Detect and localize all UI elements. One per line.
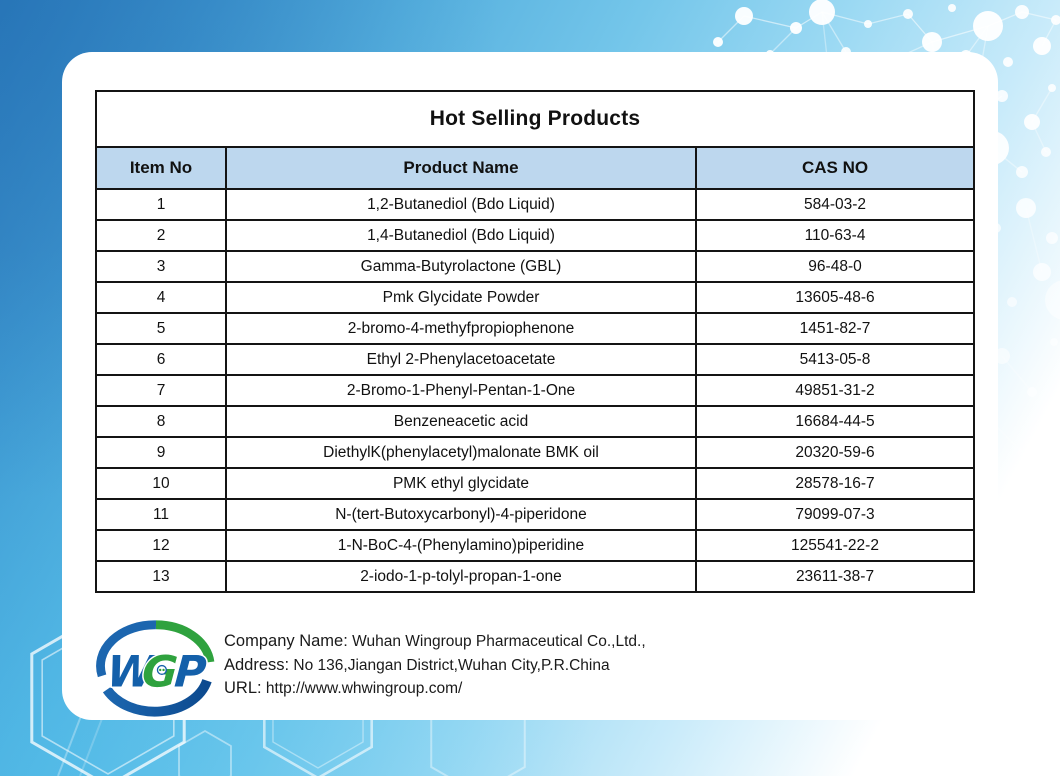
logo-letter-w: W <box>105 648 158 698</box>
logo-bottom-arc <box>102 678 212 717</box>
row-product-name: Gamma-Butyrolactone (GBL) <box>225 250 697 283</box>
row-cas-no: 23611-38-7 <box>694 560 976 593</box>
row-item-no: 3 <box>95 250 227 283</box>
company-name-value: Wuhan Wingroup Pharmaceutical Co.,Ltd., <box>347 633 646 650</box>
row-item-no: 2 <box>95 219 227 252</box>
row-product-name: DiethylK(phenylacetyl)malonate BMK oil <box>225 436 697 469</box>
row-item-no: 6 <box>95 343 227 376</box>
row-product-name: PMK ethyl glycidate <box>225 467 697 500</box>
row-cas-no: 5413-05-8 <box>694 343 976 376</box>
row-product-name: 2-iodo-1-p-tolyl-propan-1-one <box>225 560 697 593</box>
row-item-no: 7 <box>95 374 227 407</box>
company-name-label: Company Name: <box>224 632 348 650</box>
row-cas-no: 16684-44-5 <box>694 405 976 438</box>
row-item-no: 13 <box>95 560 227 593</box>
table-row: 3 Gamma-Butyrolactone (GBL) 96-48-0 <box>95 250 976 283</box>
row-product-name: 2-Bromo-1-Phenyl-Pentan-1-One <box>225 374 697 407</box>
row-cas-no: 28578-16-7 <box>694 467 976 500</box>
table-row: 9 DiethylK(phenylacetyl)malonate BMK oil 2… <box>95 436 976 469</box>
table-row: 10 PMK ethyl glycidate 28578-16-7 <box>95 467 976 500</box>
table-row: 12 1-N-BoC-4-(Phenylamino)piperidine 12554… <box>95 529 976 562</box>
row-item-no: 10 <box>95 467 227 500</box>
table-row: 13 2-iodo-1-p-tolyl-propan-1-one 23611-38-… <box>95 560 976 593</box>
column-header-product-name: Product Name <box>225 146 697 190</box>
row-product-name: 1,4-Butanediol (Bdo Liquid) <box>225 219 697 252</box>
row-cas-no: 49851-31-2 <box>694 374 976 407</box>
row-cas-no: 1451-82-7 <box>694 312 976 345</box>
table-row: 5 2-bromo-4-methyfpropiophenone 1451-82-7 <box>95 312 976 345</box>
url-label: URL: <box>224 679 262 697</box>
row-cas-no: 13605-48-6 <box>694 281 976 314</box>
table-title: Hot Selling Products <box>94 90 976 148</box>
row-cas-no: 125541-22-2 <box>694 529 976 562</box>
row-item-no: 4 <box>95 281 227 314</box>
url-line: URL: http://www.whwingroup.com/ <box>224 677 784 701</box>
row-product-name: N-(tert-Butoxycarbonyl)-4-piperidone <box>225 498 697 531</box>
row-cas-no: 584-03-2 <box>694 188 976 221</box>
address-value: No 136,Jiangan District,Wuhan City,P.R.C… <box>289 656 610 674</box>
logo-top-right-arc <box>155 620 215 663</box>
row-item-no: 9 <box>95 436 227 469</box>
logo-top-left-arc <box>96 620 157 678</box>
row-product-name: Benzeneacetic acid <box>225 405 697 438</box>
products-table: Hot Selling Products Item No Product Nam… <box>94 90 976 593</box>
table-row: 11 N-(tert-Butoxycarbonyl)-4-piperidone 79… <box>95 498 976 531</box>
row-item-no: 12 <box>95 529 227 562</box>
column-header-item-no: Item No <box>95 146 227 190</box>
footer: W G P Company Name: Wuhan Wingroup Pharm… <box>95 616 795 720</box>
row-item-no: 11 <box>95 498 227 531</box>
table-row: 7 2-Bromo-1-Phenyl-Pentan-1-One 49851-31-2 <box>95 374 976 407</box>
table-row: 6 Ethyl 2-Phenylacetoacetate 5413-05-8 <box>95 343 976 376</box>
url-value[interactable]: http://www.whwingroup.com/ <box>261 680 463 697</box>
logo-molecule-subdot-icon <box>159 668 162 672</box>
logo-letter-p: P <box>173 648 208 698</box>
row-cas-no: 110-63-4 <box>694 219 976 252</box>
address-line: Address: No 136,Jiangan District,Wuhan C… <box>224 654 784 678</box>
address-label: Address: <box>224 655 290 674</box>
table-row: 4 Pmk Glycidate Powder 13605-48-6 <box>95 281 976 314</box>
table-title-row: Hot Selling Products <box>94 90 976 148</box>
table-row: 2 1,4-Butanediol (Bdo Liquid) 110-63-4 <box>95 219 976 252</box>
row-item-no: 1 <box>95 188 227 221</box>
table-row: 1 1,2-Butanediol (Bdo Liquid) 584-03-2 <box>95 188 976 221</box>
row-cas-no: 79099-07-3 <box>694 498 976 531</box>
row-product-name: Pmk Glycidate Powder <box>225 281 697 314</box>
table-header-row: Item No Product Name CAS NO <box>95 146 976 190</box>
table-row: 8 Benzeneacetic acid 16684-44-5 <box>95 405 976 438</box>
company-info: Company Name: Wuhan Wingroup Pharmaceuti… <box>224 630 784 701</box>
column-header-cas-no: CAS NO <box>694 146 976 190</box>
logo-molecule-subdot-icon <box>162 668 165 672</box>
row-product-name: 1-N-BoC-4-(Phenylamino)piperidine <box>225 529 697 562</box>
row-item-no: 8 <box>95 405 227 438</box>
row-item-no: 5 <box>95 312 227 345</box>
company-name-line: Company Name: Wuhan Wingroup Pharmaceuti… <box>224 630 784 654</box>
logo-molecule-dot-icon <box>156 664 167 676</box>
wgp-logo-icon: W G P <box>96 620 215 717</box>
row-cas-no: 96-48-0 <box>694 250 976 283</box>
row-cas-no: 20320-59-6 <box>694 436 976 469</box>
row-product-name: Ethyl 2-Phenylacetoacetate <box>225 343 697 376</box>
row-product-name: 2-bromo-4-methyfpropiophenone <box>225 312 697 345</box>
row-product-name: 1,2-Butanediol (Bdo Liquid) <box>225 188 697 221</box>
